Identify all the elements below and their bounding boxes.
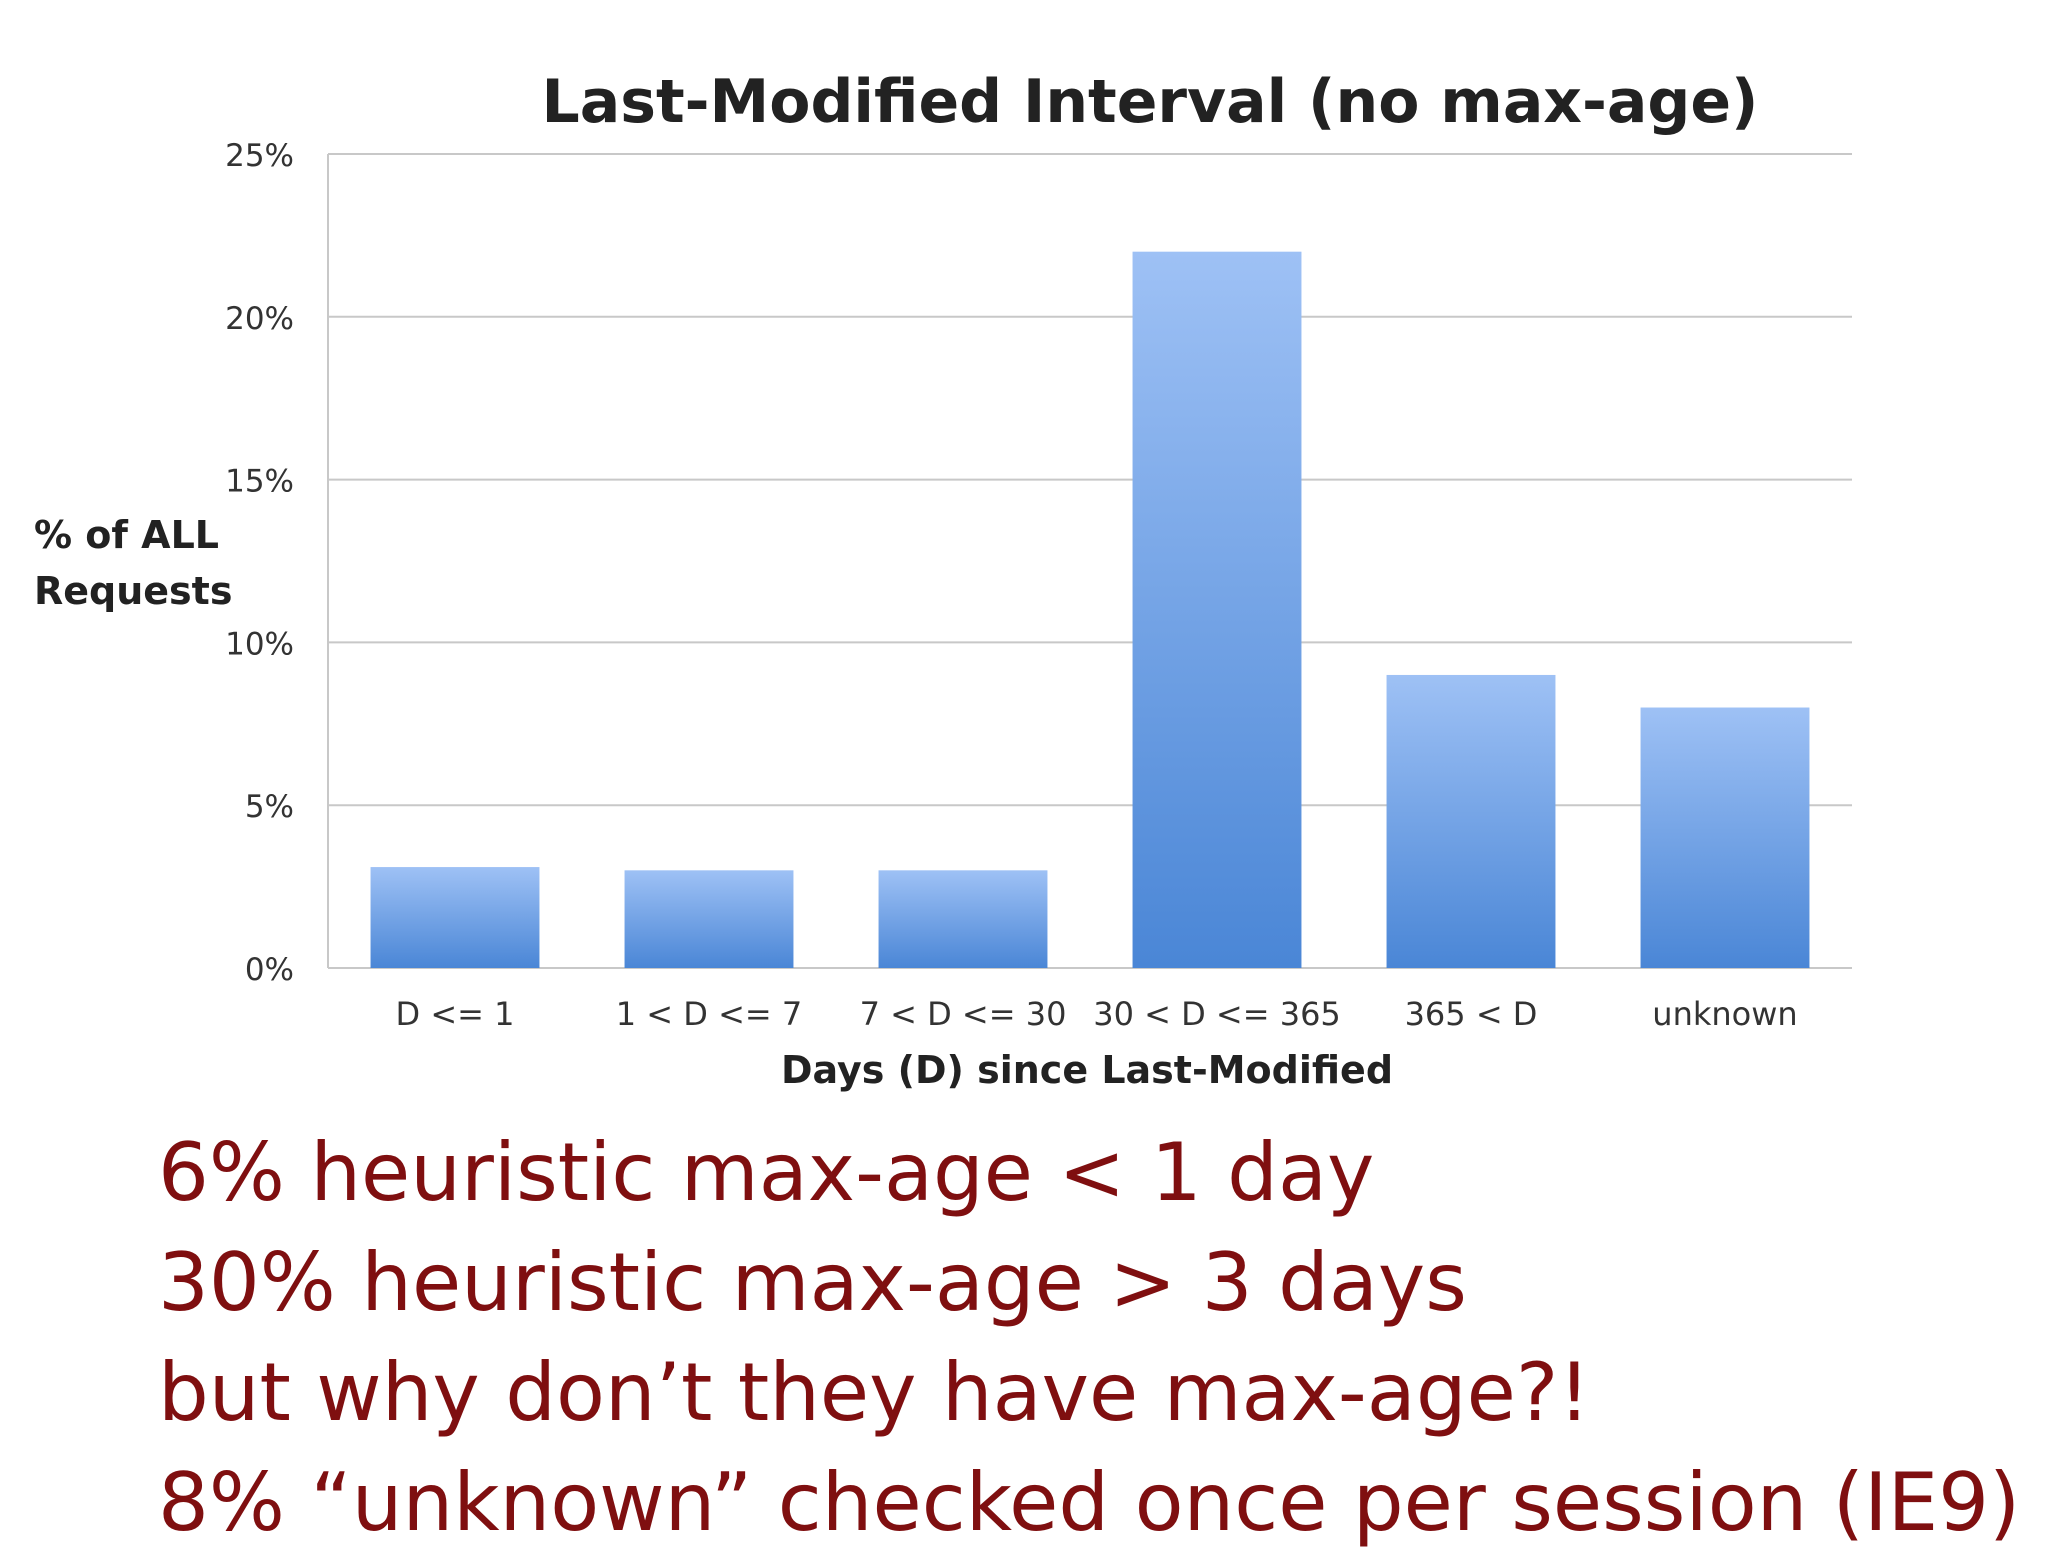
bar-chart: Last-Modified Interval (no max-age) 0% 5%… [34, 67, 1852, 1092]
y-tick-label: 0% [245, 952, 294, 988]
x-tick-label: unknown [1652, 995, 1797, 1033]
chart-panel: Last-Modified Interval (no max-age) 0% 5%… [34, 67, 1852, 1092]
chart-title: Last-Modified Interval (no max-age) [542, 67, 1759, 137]
bars [370, 251, 1810, 968]
note-line-3: but why don’t they have max-age?! [158, 1346, 1591, 1439]
y-tick-label: 20% [225, 301, 294, 337]
x-tick-labels: D <= 1 1 < D <= 7 7 < D <= 30 30 < D <= 365… [396, 995, 1798, 1033]
note-line-1: 6% heuristic max-age < 1 day [158, 1126, 1375, 1219]
gridlines [327, 153, 1852, 969]
x-tick-label: 365 < D [1405, 995, 1538, 1033]
note-line-4: 8% “unknown” checked once per session (I… [158, 1456, 2021, 1549]
bar [878, 870, 1048, 968]
y-axis-label: % of ALL Requests [34, 513, 232, 613]
x-tick-label: 30 < D <= 365 [1093, 995, 1341, 1033]
note-line-2: 30% heuristic max-age > 3 days [158, 1236, 1467, 1329]
y-tick-label: 15% [225, 464, 294, 500]
y-tick-label: 5% [245, 789, 294, 825]
x-tick-label: 1 < D <= 7 [616, 995, 802, 1033]
x-tick-label: D <= 1 [396, 995, 515, 1033]
y-tick-labels: 0% 5% 10% 15% 20% 25% [225, 138, 294, 988]
x-tick-label: 7 < D <= 30 [860, 995, 1067, 1033]
bar [1132, 251, 1302, 968]
y-tick-label: 10% [225, 626, 294, 662]
bar [624, 870, 794, 968]
bar [1640, 707, 1810, 968]
y-tick-label: 25% [225, 138, 294, 174]
bar [370, 867, 540, 968]
x-axis-label: Days (D) since Last-Modified [781, 1048, 1393, 1092]
notes-block: 6% heuristic max-age < 1 day 30% heurist… [158, 1118, 2038, 1558]
bar [1386, 674, 1556, 968]
